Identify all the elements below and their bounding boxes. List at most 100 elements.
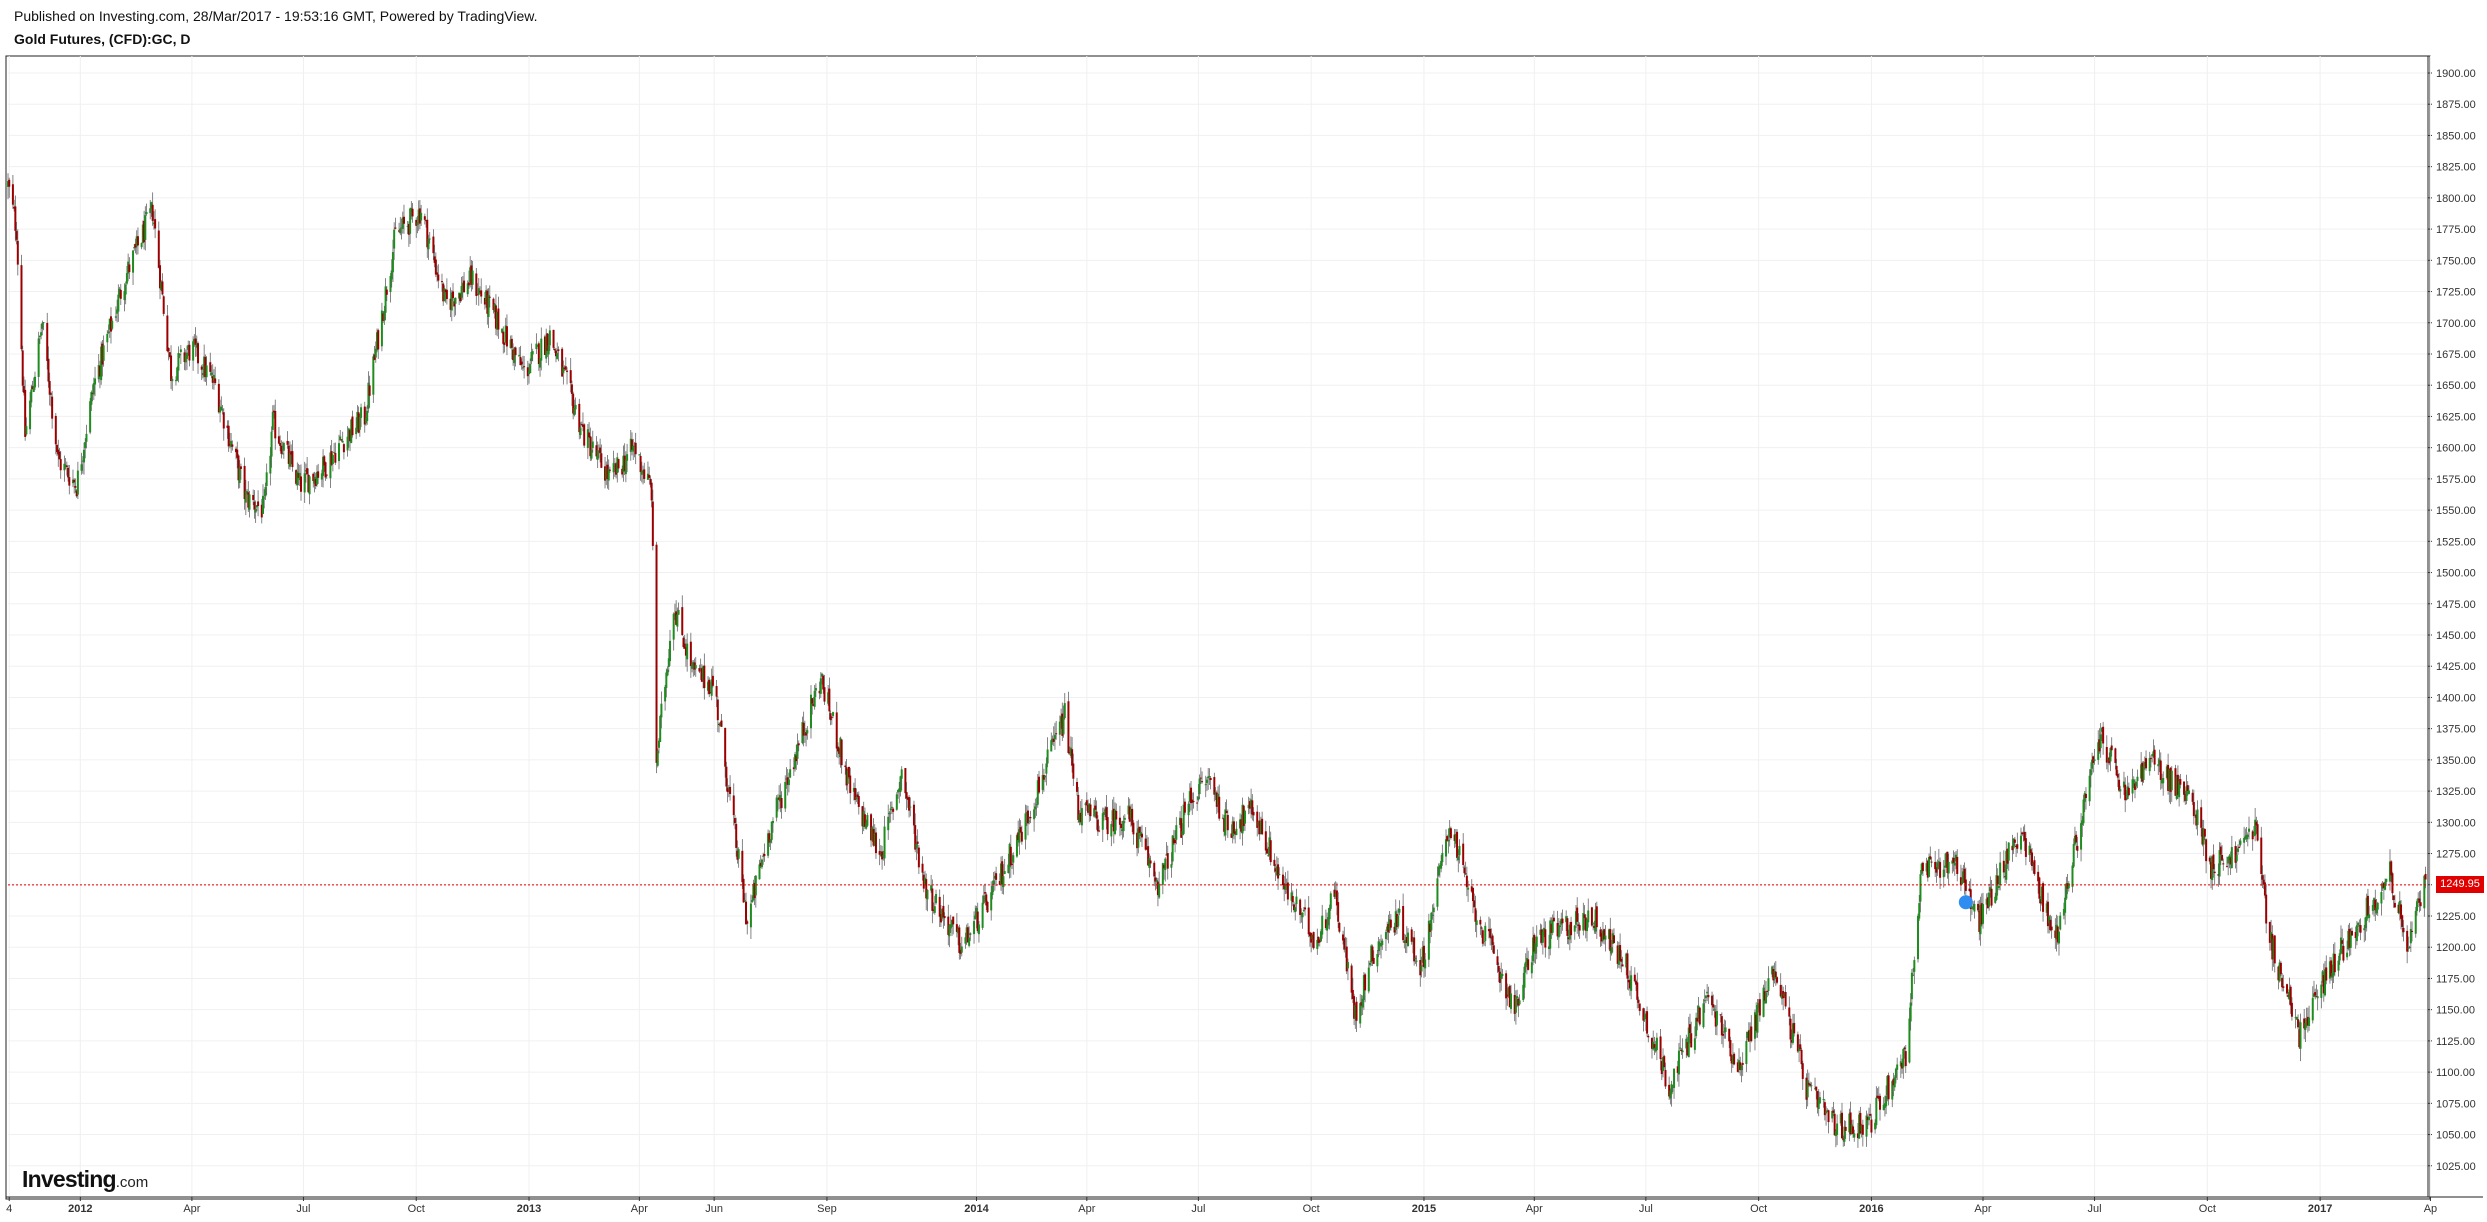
candle-body — [715, 686, 718, 697]
candle-body — [1058, 721, 1061, 735]
candle-body — [2400, 904, 2403, 919]
candle-body — [1910, 972, 1913, 1000]
plot-frame — [5, 55, 2431, 1200]
candle-body — [1626, 953, 1629, 979]
candle-body — [1346, 962, 1349, 969]
candle-body — [1723, 1031, 1726, 1033]
candle-body — [2260, 837, 2263, 875]
candle-body — [1977, 903, 1980, 911]
candle-body — [1849, 1112, 1852, 1135]
candle-body — [94, 378, 97, 385]
candle-body — [1638, 1003, 1641, 1011]
candle-body — [802, 722, 805, 736]
candle-body — [238, 467, 241, 484]
candle-body — [2004, 876, 2007, 878]
candle-body — [2289, 986, 2292, 1006]
candle-body — [2401, 915, 2404, 927]
candle-body — [1415, 960, 1418, 962]
candle-body — [2393, 902, 2396, 908]
candle-body — [1384, 931, 1387, 939]
candle-body — [235, 448, 238, 453]
candle-body — [599, 447, 602, 454]
candle-body — [1121, 829, 1124, 831]
candle-body — [854, 788, 857, 800]
candle-body — [847, 766, 850, 778]
candle-body — [2131, 779, 2134, 794]
candle-body — [1098, 830, 1101, 832]
candle-body — [1076, 781, 1079, 792]
candle-body — [1918, 903, 1921, 919]
candle-body — [2348, 928, 2351, 948]
candle-body — [1215, 792, 1218, 807]
candle-body — [230, 440, 233, 447]
candle-body — [732, 795, 735, 816]
candle-body — [1978, 910, 1981, 932]
candle-body — [539, 358, 542, 368]
candle-body — [11, 184, 14, 205]
candle-body — [194, 338, 197, 345]
candle-body — [487, 295, 490, 317]
candle-body — [733, 818, 736, 824]
candle-body — [409, 208, 412, 234]
candle-body — [2205, 839, 2208, 862]
candle-body — [1381, 940, 1384, 945]
candle-body — [797, 743, 800, 746]
published-caption: Published on Investing.com, 28/Mar/2017 … — [14, 8, 538, 24]
candle-body — [2397, 904, 2400, 913]
candle-body — [1087, 804, 1090, 813]
candle-body — [417, 209, 420, 223]
candle-body — [286, 440, 289, 445]
candle-body — [1264, 831, 1267, 851]
candle-body — [2376, 902, 2379, 910]
candle-body — [1377, 941, 1380, 952]
candle-body — [20, 265, 23, 350]
candle-body — [109, 316, 112, 332]
candle-body — [1806, 1080, 1809, 1098]
candle-body — [1388, 919, 1391, 930]
candle-body — [2368, 914, 2371, 919]
candle-body — [1573, 925, 1576, 932]
candle-body — [59, 459, 62, 471]
candle-body — [547, 345, 550, 355]
candle-body — [552, 329, 555, 348]
candle-body — [906, 797, 909, 800]
y-tick-label: 1850.00 — [2436, 130, 2476, 142]
candle-body — [1398, 908, 1401, 913]
candle-body — [1317, 936, 1320, 943]
candle-body — [845, 767, 848, 786]
candle-body — [958, 927, 961, 953]
candle-body — [836, 746, 839, 752]
candle-body — [1844, 1126, 1847, 1131]
candle-body — [1989, 887, 1992, 892]
candle-body — [1295, 896, 1298, 905]
candle-body — [1875, 1097, 1878, 1126]
candle-body — [248, 494, 251, 510]
candle-body — [1114, 809, 1117, 835]
candle-body — [1643, 1016, 1646, 1020]
candle-body — [676, 614, 679, 627]
candle-body — [643, 469, 646, 479]
candle-body — [1713, 1009, 1716, 1011]
candle-body — [2244, 836, 2247, 839]
candle-body — [770, 821, 773, 840]
candle-body — [1422, 945, 1425, 968]
candle-body — [1355, 1001, 1358, 1021]
candle-body — [2306, 1016, 2309, 1026]
candle-body — [2089, 769, 2092, 776]
candle-body — [900, 769, 903, 779]
candle-body — [390, 270, 393, 280]
candle-body — [1807, 1083, 1810, 1085]
candle-body — [806, 730, 809, 734]
candle-body — [1338, 922, 1341, 932]
candle-body — [260, 504, 263, 518]
candle-body — [1908, 1018, 1911, 1063]
candle-body — [296, 471, 299, 486]
candle-body — [1578, 925, 1581, 931]
candle-body — [1740, 1065, 1743, 1071]
candle-body — [313, 476, 316, 484]
candle-body — [753, 882, 756, 899]
candle-body — [1218, 796, 1221, 819]
candle-body — [2192, 801, 2195, 817]
candle-body — [13, 206, 16, 209]
